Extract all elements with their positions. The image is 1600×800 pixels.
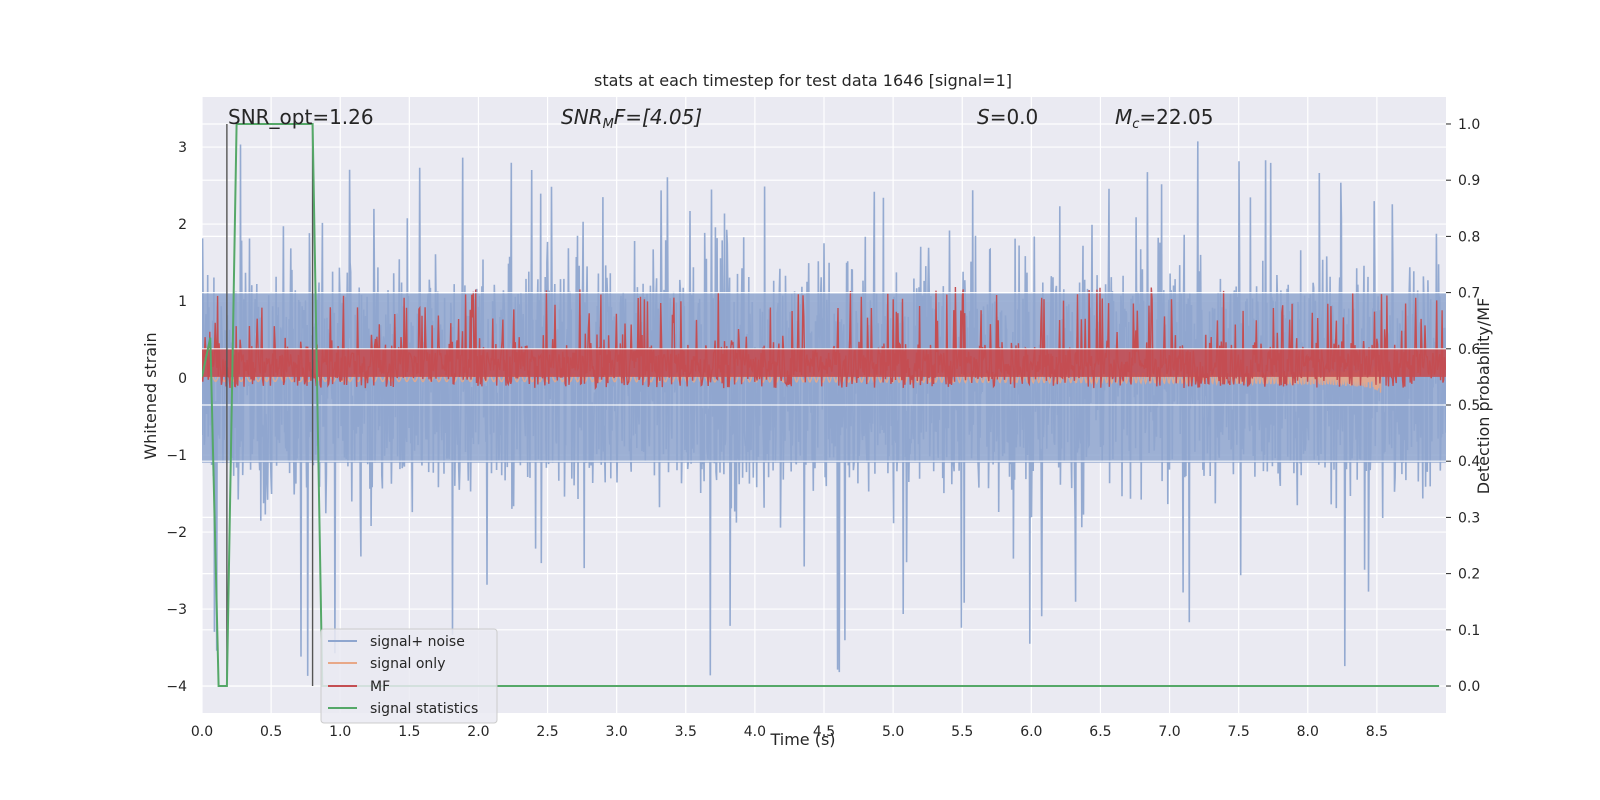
x-tick-label: 3.5 [675, 724, 697, 740]
x-tick-label: 5.5 [951, 724, 973, 740]
x-tick-label: 7.0 [1158, 724, 1180, 740]
y-tick-label: −3 [166, 602, 187, 618]
x-tick-label: 5.0 [882, 724, 904, 740]
x-tick-label: 3.0 [606, 724, 628, 740]
series-signal-statistics [202, 123, 1440, 687]
y-tick-label: −1 [166, 448, 187, 464]
y-tick-label: −2 [166, 525, 187, 541]
y2-axis-label: Detection probability/MF [1474, 298, 1493, 495]
y2-tick-label: 0.6 [1458, 342, 1480, 358]
legend-label-signal-noise: signal+ noise [370, 634, 465, 650]
y2-tick-label: 0.1 [1458, 623, 1480, 639]
axis-ticks: 0.0 0.5 1.0 1.5 2.0 2.5 3.0 3.5 4.0 4.5 5.0 5.5 6.0 6… [166, 117, 1480, 740]
chart-title: stats at each timestep for test data 164… [594, 71, 1012, 90]
x-tick-label: 0.5 [260, 724, 282, 740]
x-tick-label: 0.0 [191, 724, 213, 740]
x-tick-label: 4.5 [813, 724, 835, 740]
x-tick-label: 6.0 [1020, 724, 1042, 740]
y2-tick-label: 0.9 [1458, 173, 1480, 189]
y2-tick-label: 1.0 [1458, 117, 1480, 133]
y2-tick-label: 0.8 [1458, 229, 1480, 245]
annotation-s: S=0.0 [977, 105, 1038, 129]
y-tick-label: 2 [178, 217, 187, 233]
annotation-mc-main: M [1115, 105, 1132, 129]
annotation-s-main: S [977, 105, 990, 129]
y-axis-label: Whitened strain [141, 332, 160, 459]
y2-tick-label: 0.0 [1458, 679, 1480, 695]
y-tick-label: 3 [178, 140, 187, 156]
annotation-mc: Mc=22.05 [1115, 105, 1213, 132]
x-tick-label: 6.5 [1089, 724, 1111, 740]
x-axis-label: Time (s) [769, 730, 835, 749]
y2-tick-label: 0.2 [1458, 567, 1480, 583]
legend-label-signal-statistics: signal statistics [370, 701, 478, 717]
annotation-snr-opt: SNR_opt=1.26 [228, 105, 374, 129]
annotation-s-rest: =0.0 [990, 105, 1039, 129]
y2-tick-label: 0.5 [1458, 398, 1480, 414]
x-tick-label: 2.5 [536, 724, 558, 740]
legend-label-mf: MF [370, 679, 390, 695]
x-tick-label: 8.5 [1366, 724, 1388, 740]
x-tick-label: 1.5 [398, 724, 420, 740]
annotation-snr-mf-main: SNR [561, 105, 603, 129]
annotation-mc-sub: c [1132, 117, 1139, 132]
x-tick-label: 2.0 [467, 724, 489, 740]
annotation-snr-mf-rest: F=[4.05] [614, 105, 702, 129]
annotation-snr-mf: SNRMF=[4.05] [561, 105, 702, 132]
x-tick-label: 8.0 [1297, 724, 1319, 740]
y2-tick-label: 0.3 [1458, 510, 1480, 526]
x-tick-label: 1.0 [329, 724, 351, 740]
y-tick-label: 0 [178, 371, 187, 387]
series-mf-band [202, 348, 1446, 377]
y2-tick-label: 0.4 [1458, 454, 1480, 470]
x-tick-label: 7.5 [1228, 724, 1250, 740]
legend-box [320, 628, 498, 724]
legend: signal+ noise signal only MF signal stat… [320, 628, 498, 724]
annotation-snr-mf-sub: M [603, 117, 614, 132]
y2-tick-label: 0.7 [1458, 286, 1480, 302]
x-tick-label: 4.0 [744, 724, 766, 740]
chart-marks [202, 123, 1446, 687]
legend-label-signal-only: signal only [370, 656, 445, 672]
y-tick-label: 1 [178, 294, 187, 310]
annotation-mc-rest: =22.05 [1139, 105, 1213, 129]
y-tick-label: −4 [166, 679, 187, 695]
